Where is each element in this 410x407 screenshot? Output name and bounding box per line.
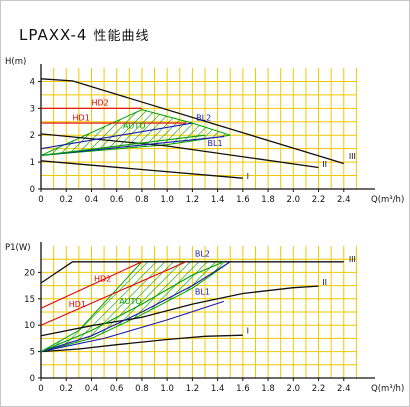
auto-region	[40, 261, 232, 353]
curve-i	[40, 160, 243, 179]
curve-bl1	[40, 300, 225, 353]
curve-label-hd1: HD1	[69, 300, 86, 309]
curve-ii	[40, 133, 319, 169]
x-tick-label: 2.2	[312, 195, 326, 205]
x-tick-label: 2.4	[337, 195, 351, 205]
curve-ii	[40, 285, 319, 337]
x-tick-label: 1.2	[186, 195, 200, 205]
y-axis-label: H(m)	[5, 57, 26, 67]
y-tick-label: 0	[30, 185, 35, 195]
curve-label-hd1: HD1	[73, 113, 90, 122]
x-tick-label: 0.4	[85, 384, 99, 394]
x-tick-label: 1.4	[211, 384, 225, 394]
x-tick-label: 1.8	[261, 384, 275, 394]
curve-label-i: I	[247, 172, 249, 181]
y-tick-label: 2	[30, 131, 35, 141]
y-tick-label: 4	[30, 77, 35, 87]
chart-power: 0 0.2 0.4 0.6 0.8 1.0 1.2 1.4 1.6 1.8 2.0 2.2 2.4 0 5 1…	[5, 242, 404, 394]
curve-auto	[40, 134, 206, 156]
x-tick-label: 0	[38, 384, 43, 394]
x-tick-label: 2.4	[337, 384, 351, 394]
y-tick-label: 10	[24, 321, 35, 331]
x-axis-label: Q(m³/h)	[371, 384, 404, 394]
x-tick-label: 1.0	[160, 195, 174, 205]
curve-iii	[40, 261, 344, 284]
curve-label-iii: III	[349, 255, 356, 264]
curve-label-iii: III	[349, 152, 356, 161]
x-tick-label: 0.2	[59, 384, 73, 394]
x-tick-label: 0.8	[135, 195, 149, 205]
x-tick-label: 0.6	[110, 195, 124, 205]
y-tick-label: 20	[24, 268, 35, 278]
x-tick-label: 1.6	[236, 384, 250, 394]
y-axis-label: P1(W)	[5, 243, 31, 253]
title-text: 性能曲线	[93, 29, 150, 44]
curve-label-ii: II	[322, 278, 327, 287]
y-tick-label: 5	[30, 348, 35, 358]
page-title: LPAXX-4 性能曲线	[19, 25, 149, 44]
y-tick-label: 0	[30, 374, 35, 384]
curve-label-auto: AUTO	[123, 122, 146, 131]
x-tick-label: 2.2	[312, 384, 326, 394]
curve-auto	[40, 261, 225, 353]
curve-hd1	[40, 261, 187, 326]
x-tick-label: 0	[38, 195, 43, 205]
x-tick-label: 0.4	[85, 195, 99, 205]
curve-label-bl2: BL2	[196, 113, 211, 122]
x-tick-label: 1.2	[186, 384, 200, 394]
x-tick-label: 0.8	[135, 384, 149, 394]
curve-i	[40, 334, 243, 353]
curve-bl1	[40, 136, 224, 156]
curve-hd2	[40, 261, 143, 309]
x-tick-label: 2.0	[287, 384, 301, 394]
curve-label-hd2: HD2	[94, 274, 111, 283]
curve-bl2	[40, 122, 193, 150]
curve-label-auto: AUTO	[119, 297, 142, 306]
curve-bl2	[40, 261, 231, 353]
x-tick-label: 1.4	[211, 195, 225, 205]
curve-iii	[40, 78, 344, 165]
curve-label-ii: II	[322, 160, 327, 169]
x-tick-label: 1.6	[236, 195, 250, 205]
x-tick-label: 0.2	[59, 195, 73, 205]
x-tick-label: 2.0	[287, 195, 301, 205]
curve-label-bl1: BL1	[195, 288, 210, 297]
x-axis-label: Q(m³/h)	[371, 195, 404, 205]
curve-label-bl2: BL2	[195, 250, 210, 259]
x-tick-label: 0.6	[110, 384, 124, 394]
chart-head: 0 0.2 0.4 0.6 0.8 1.0 1.2 1.4 1.6 1.8 2.0 2.2 2.4 0 1 2…	[5, 57, 404, 205]
y-tick-label: 15	[24, 295, 35, 305]
curve-label-hd2: HD2	[91, 99, 108, 108]
x-tick-label: 1.8	[261, 195, 275, 205]
x-tick-label: 1.0	[160, 384, 174, 394]
curve-label-bl1: BL1	[208, 139, 223, 148]
y-tick-label: 1	[30, 158, 35, 168]
model-name: LPAXX-4	[19, 26, 88, 44]
y-tick-label: 3	[30, 104, 35, 114]
curve-label-i: I	[247, 327, 249, 336]
